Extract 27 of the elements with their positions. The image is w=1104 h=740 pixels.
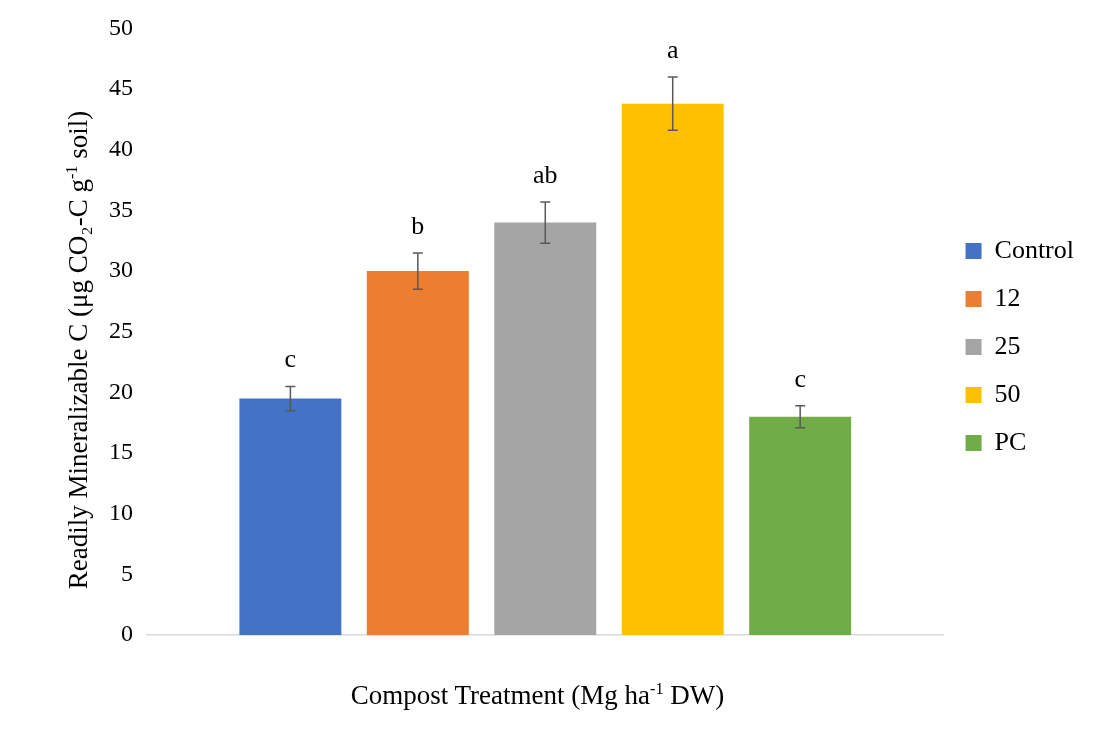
y-tick-label: 30 <box>109 256 133 283</box>
x-axis-title: Compost Treatment (Mg ha$^{-1}$ DW) <box>349 680 726 711</box>
legend-label: 25 <box>994 330 1021 360</box>
y-tick-label: 10 <box>109 499 133 526</box>
y-tick-label: 45 <box>109 74 133 101</box>
y-tick-label: 50 <box>109 13 133 40</box>
legend-label: PC <box>994 426 1027 456</box>
legend-label: Control <box>994 234 1075 264</box>
annotation: ab <box>533 159 558 189</box>
y-tick-label: 15 <box>109 438 133 465</box>
y-tick-label: 0 <box>121 620 133 647</box>
y-tick-label: 5 <box>121 559 133 586</box>
legend-label: 50 <box>994 378 1021 408</box>
legend-label: 12 <box>994 282 1021 312</box>
bar <box>494 222 597 636</box>
y-tick-label: 25 <box>109 317 133 344</box>
annotation: b <box>411 210 425 240</box>
annotation: c <box>284 344 297 374</box>
bar <box>239 398 342 636</box>
bar <box>749 416 852 636</box>
bar <box>366 271 469 636</box>
y-tick-label: 35 <box>109 195 133 222</box>
annotation: a <box>666 34 679 64</box>
y-tick-label: 40 <box>109 135 133 162</box>
y-tick-label: 20 <box>109 377 133 404</box>
bar <box>621 103 724 636</box>
annotation: c <box>794 363 806 393</box>
